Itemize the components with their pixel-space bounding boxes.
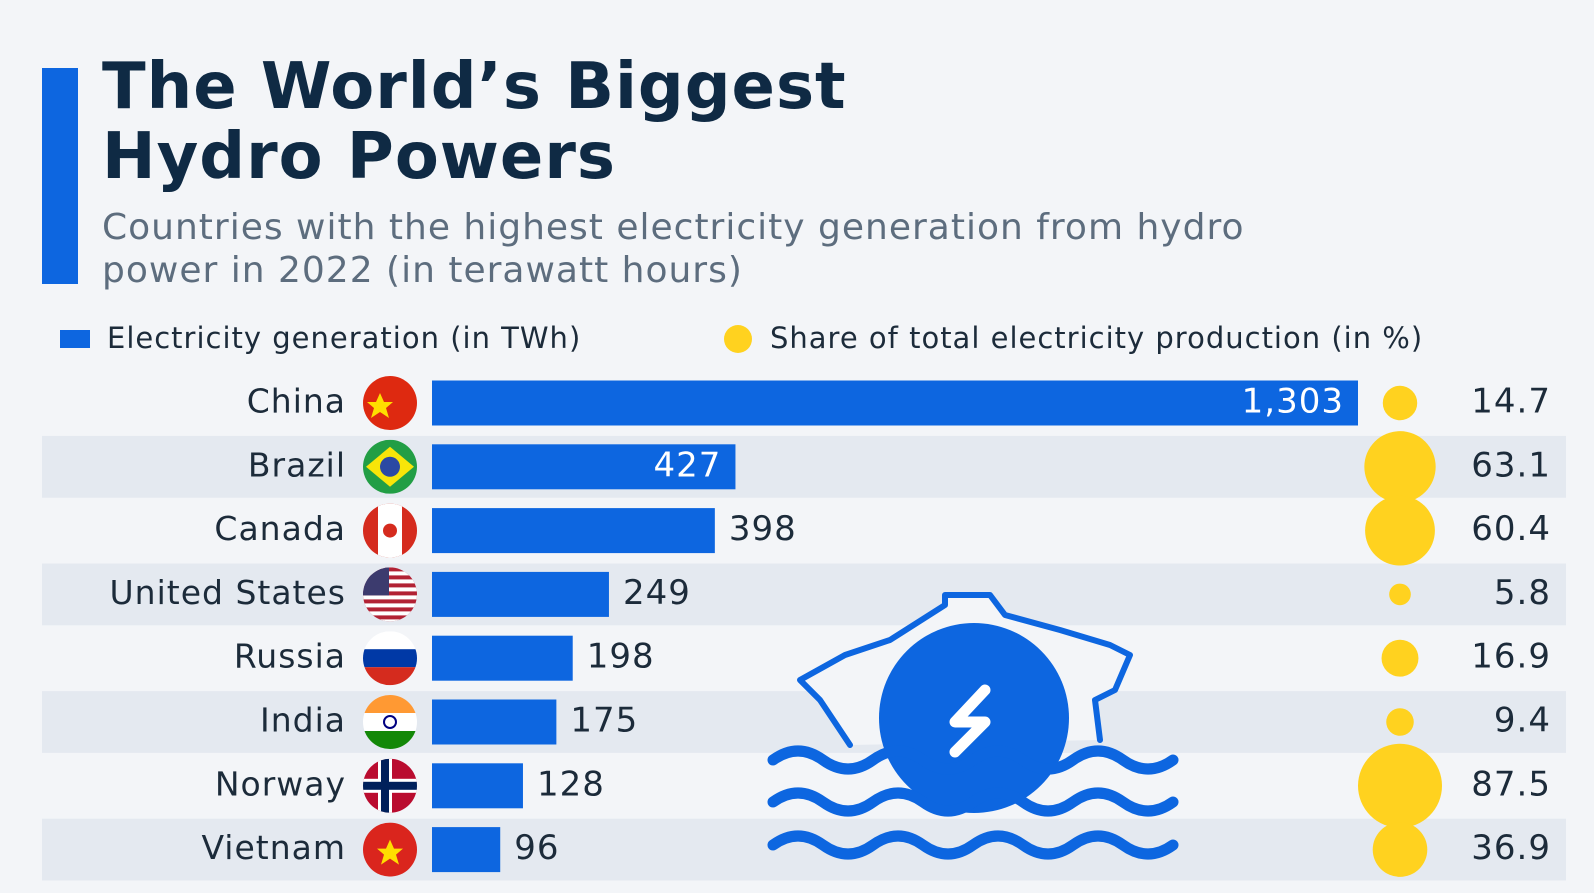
share-label: 16.9	[1471, 637, 1551, 677]
chart-subtitle: Countries with the highest electricity g…	[102, 207, 1245, 291]
bar	[432, 827, 501, 873]
legend-label: Share of total electricity production (i…	[770, 321, 1423, 355]
flag-icon	[363, 439, 417, 494]
bar	[432, 635, 573, 681]
row-bands	[42, 435, 1566, 881]
category-label: China	[247, 382, 346, 421]
flag-stripe	[363, 731, 417, 749]
share-label: 5.8	[1494, 573, 1551, 613]
category-label: Brazil	[248, 445, 346, 484]
share-label: 87.5	[1471, 764, 1551, 804]
value-label: 175	[570, 701, 638, 741]
flag-stripe	[363, 713, 417, 731]
flag-stripe	[363, 631, 417, 650]
bar	[432, 444, 736, 490]
share-label: 60.4	[1471, 509, 1551, 549]
share-bubble	[1381, 639, 1419, 677]
flag-icon	[363, 758, 417, 813]
row-band	[42, 691, 1566, 753]
flag-stripe	[363, 587, 417, 592]
legend-swatch	[60, 330, 90, 348]
share-bubble	[1358, 743, 1442, 828]
share-bubble	[1372, 822, 1428, 877]
accent-bar	[42, 68, 78, 284]
share-bubble	[1386, 708, 1414, 736]
bar	[432, 380, 1358, 426]
value-label: 1,303	[1242, 382, 1344, 422]
flag-part	[367, 393, 393, 418]
flag-part	[383, 715, 397, 729]
flag-part	[381, 758, 389, 813]
flag-stripe	[363, 571, 417, 576]
share-label: 63.1	[1471, 445, 1551, 485]
share-bubble	[1364, 431, 1436, 503]
flag-icon	[363, 503, 417, 558]
bar	[432, 508, 715, 554]
chart-title: The World’s Biggest Hydro Powers	[102, 50, 847, 194]
share-bubble	[1382, 385, 1418, 421]
value-label: 398	[729, 509, 797, 549]
flag-stripe	[363, 611, 417, 616]
row-band	[42, 435, 1566, 498]
category-label: India	[260, 701, 346, 740]
flag-stripe	[363, 603, 417, 608]
bar	[432, 699, 557, 745]
flag-stripe	[363, 619, 417, 622]
flag-icon	[363, 631, 417, 686]
flag-icon	[363, 822, 417, 877]
value-label: 249	[623, 573, 691, 613]
share-bubble	[1365, 495, 1435, 566]
flag-stripe	[363, 595, 417, 600]
value-label: 96	[514, 828, 559, 868]
category-label: Canada	[214, 509, 346, 548]
category-label: Vietnam	[201, 828, 346, 867]
flag-stripe	[363, 695, 417, 713]
legend-label: Electricity generation (in TWh)	[107, 321, 581, 355]
row-band	[42, 563, 1566, 626]
flag-part	[363, 781, 417, 790]
share-label: 36.9	[1471, 828, 1551, 868]
share-label: 14.7	[1471, 382, 1551, 422]
category-label: United States	[110, 573, 346, 612]
value-label: 128	[537, 764, 605, 804]
flag-icon	[363, 567, 417, 622]
flag-stripe	[363, 667, 417, 686]
flag-icon	[363, 376, 417, 430]
flag-stripe	[363, 649, 417, 668]
value-label: 427	[654, 445, 722, 485]
share-bubble	[1389, 583, 1411, 606]
flag-part	[383, 523, 397, 538]
flag-stripe	[363, 579, 417, 584]
category-label: Russia	[234, 637, 346, 676]
category-label: Norway	[215, 764, 346, 803]
flag-part	[377, 839, 403, 865]
flag-icon	[363, 695, 417, 749]
turbine-icon	[767, 592, 1179, 860]
bar	[432, 571, 609, 617]
share-label: 9.4	[1494, 701, 1551, 741]
flag-part	[380, 456, 400, 477]
value-label: 198	[587, 637, 655, 677]
bar	[432, 763, 523, 809]
row-band	[42, 818, 1566, 881]
legend-swatch	[724, 325, 752, 353]
